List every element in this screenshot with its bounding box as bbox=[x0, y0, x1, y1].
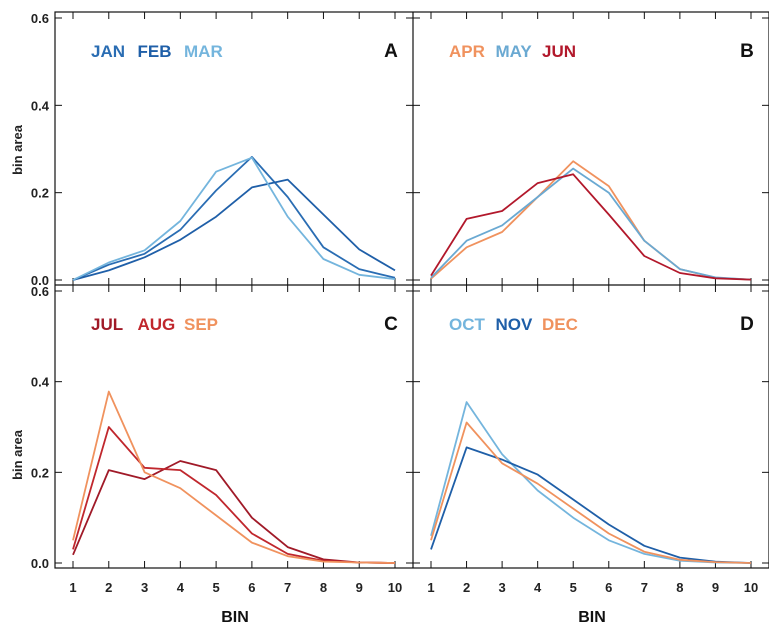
x-axis-label-left: BIN bbox=[221, 609, 249, 626]
series-line-jan bbox=[72, 155, 396, 281]
x-tick-label: 1 bbox=[427, 580, 434, 595]
x-tick-label: 3 bbox=[141, 580, 148, 595]
y-tick-label: 0.2 bbox=[31, 186, 49, 201]
x-tick-label: 10 bbox=[388, 580, 402, 595]
figure-frame bbox=[54, 11, 769, 569]
x-tick-label: 4 bbox=[177, 580, 185, 595]
series-line-oct bbox=[430, 401, 752, 564]
series-line-nov bbox=[430, 446, 752, 564]
legend-feb: FEB bbox=[138, 42, 172, 61]
x-tick-label: 9 bbox=[712, 580, 719, 595]
x-tick-label: 8 bbox=[320, 580, 327, 595]
legend-oct: OCT bbox=[449, 315, 486, 334]
y-tick-label: 0.6 bbox=[31, 11, 49, 26]
panel-label-d: D bbox=[740, 314, 754, 335]
x-tick-label: 5 bbox=[570, 580, 577, 595]
x-tick-label: 6 bbox=[248, 580, 255, 595]
panel-label-c: C bbox=[384, 314, 398, 335]
x-tick-label: 1 bbox=[69, 580, 76, 595]
series-line-mar bbox=[72, 156, 396, 281]
series-line-may bbox=[430, 167, 752, 281]
series-line-jun bbox=[430, 173, 752, 281]
legend-may: MAY bbox=[496, 42, 533, 61]
legend-jun: JUN bbox=[542, 42, 576, 61]
x-tick-label: 7 bbox=[641, 580, 648, 595]
legend-nov: NOV bbox=[496, 315, 534, 334]
legend-jan: JAN bbox=[91, 42, 125, 61]
y-tick-label: 0.0 bbox=[31, 556, 49, 571]
legend-aug: AUG bbox=[138, 315, 176, 334]
series-line-sep bbox=[72, 390, 396, 564]
x-tick-label: 8 bbox=[676, 580, 683, 595]
x-tick-label: 5 bbox=[212, 580, 219, 595]
y-axis-label-top: bin area bbox=[10, 124, 25, 175]
x-tick-label: 3 bbox=[498, 580, 505, 595]
panel-label-a: A bbox=[384, 41, 398, 62]
y-tick-label: 0.4 bbox=[31, 98, 50, 113]
series-line-jul bbox=[72, 460, 396, 564]
y-axis-label-bottom: bin area bbox=[10, 429, 25, 480]
x-tick-label: 6 bbox=[605, 580, 612, 595]
legend-apr: APR bbox=[449, 42, 485, 61]
panel-label-b: B bbox=[740, 41, 754, 62]
series-line-apr bbox=[430, 160, 752, 281]
x-tick-label: 2 bbox=[105, 580, 112, 595]
x-tick-label: 9 bbox=[356, 580, 363, 595]
legend-mar: MAR bbox=[184, 42, 223, 61]
series-line-dec bbox=[430, 421, 752, 564]
legend-jul: JUL bbox=[91, 315, 123, 334]
series-line-feb bbox=[72, 178, 396, 281]
x-tick-label: 7 bbox=[284, 580, 291, 595]
x-tick-label: 10 bbox=[744, 580, 758, 595]
legend-sep: SEP bbox=[184, 315, 218, 334]
x-tick-label: 4 bbox=[534, 580, 542, 595]
y-tick-label: 0.0 bbox=[31, 273, 49, 288]
y-tick-label: 0.6 bbox=[31, 284, 49, 299]
x-axis-label-right: BIN bbox=[578, 609, 606, 626]
y-tick-label: 0.2 bbox=[31, 465, 49, 480]
x-tick-label: 2 bbox=[463, 580, 470, 595]
legend-dec: DEC bbox=[542, 315, 578, 334]
y-tick-label: 0.4 bbox=[31, 375, 50, 390]
